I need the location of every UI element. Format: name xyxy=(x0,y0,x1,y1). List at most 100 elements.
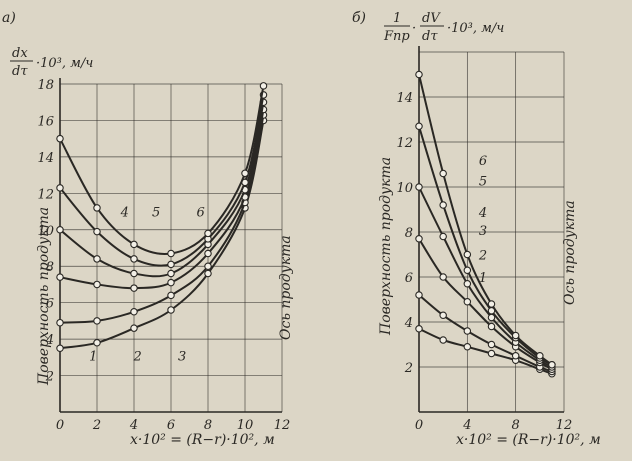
panel-b-series-2-point xyxy=(463,327,472,335)
panel-b-curve-label-5: 5 xyxy=(479,174,487,189)
panel-a-series-2-point xyxy=(130,308,138,316)
panel-a-xtick-label: 0 xyxy=(56,418,64,433)
panel-b-series-3-point xyxy=(487,322,496,331)
panel-a-series-1-point xyxy=(167,306,175,314)
panel-b-series-6-point xyxy=(463,250,472,259)
panel-b-ytick-label: 10 xyxy=(396,181,413,196)
panel-a-ytick-label: 14 xyxy=(37,151,54,166)
panel-a-ytick-label: 12 xyxy=(37,187,54,202)
panel-b-series-4-point xyxy=(463,279,472,288)
panel-b-ytick-label: 14 xyxy=(396,91,413,106)
panel-a-series-1-point xyxy=(56,344,64,352)
panel-a-curve-label-5: 5 xyxy=(152,206,160,221)
panel-b-series-6-point xyxy=(415,70,423,79)
panel-b-series-6-point xyxy=(548,360,556,369)
panel-a-curve-label-2: 2 xyxy=(133,350,142,365)
panel-b-series-3-point xyxy=(463,297,472,306)
panel-b-ytick-label: 6 xyxy=(405,271,413,286)
panel-b-series-4-point xyxy=(439,232,447,241)
panel-b-label: б) xyxy=(352,10,366,26)
panel-a-xtick-label: 8 xyxy=(204,418,212,433)
panel-a-ytick-label: 16 xyxy=(37,114,54,129)
panel-a-series-1-point xyxy=(204,269,212,278)
panel-b-ytick-label: 8 xyxy=(405,226,413,241)
panel-a-xtick-label: 2 xyxy=(92,418,101,433)
panel-a-ytick-label: 4 xyxy=(45,333,54,348)
panel-a-series-2-line xyxy=(59,114,265,324)
panel-b-series-1-point xyxy=(463,342,472,351)
panel-a-series-1-point xyxy=(130,324,138,332)
panel-a-xtick-label: 10 xyxy=(237,418,254,433)
panel-b-ylabel: 1 Fпр · dV dτ ·10³, м/ч xyxy=(383,11,504,44)
panel-b-series-1-point xyxy=(415,324,423,333)
panel-b-series-5-point xyxy=(439,201,447,209)
panel-a-ylabel: dx dτ ·10³, м/ч xyxy=(10,46,93,79)
panel-a-series-3-point xyxy=(204,249,212,258)
panel-b-curve-label-2: 2 xyxy=(478,249,487,264)
panel-b-series-4-point xyxy=(415,183,423,191)
panel-b-curve-label-4: 4 xyxy=(478,206,487,221)
panel-b-series-6-point xyxy=(487,300,496,308)
panel-a-series-5-point xyxy=(56,184,64,192)
panel-a-ytick-label: 18 xyxy=(37,78,54,93)
panel-a-label: а) xyxy=(2,10,16,26)
panel-b-series-5-point xyxy=(463,266,472,274)
panel-a-ytick-label: 6 xyxy=(46,297,54,312)
panel-b-xtick-label: 0 xyxy=(415,418,423,433)
panel-b-ytick-label: 2 xyxy=(404,361,413,376)
panel-a-xlabel: x·10² = (R−r)·10², м xyxy=(130,432,275,448)
panel-a-curve-label-6: 6 xyxy=(196,206,204,221)
panel-b-series-3-point xyxy=(439,273,447,281)
panel-b-curve-label-3: 3 xyxy=(479,224,487,239)
panel-a-series-3-point xyxy=(56,273,64,281)
panel-b-ytick-label: 4 xyxy=(404,316,413,331)
panel-a-series-4-point xyxy=(167,269,175,278)
panel-a-left-annotation: Поверхность продукта xyxy=(36,207,52,386)
panel-b-series-2-point xyxy=(487,340,496,349)
panel-a-curve-label-4: 4 xyxy=(120,206,129,221)
panel-b-xlabel: x·10² = (R−r)·10², м xyxy=(456,432,601,448)
panel-b-ylabel-num2: dV xyxy=(422,11,441,26)
panel-a-right-annotation: Ось продукта xyxy=(278,235,294,340)
panel-a-series-6-point xyxy=(93,204,101,212)
panel-a-series-2-point xyxy=(56,318,64,327)
panel-b-ylabel-den1: Fпр xyxy=(383,29,410,44)
panel-a-series-3-point xyxy=(167,278,175,287)
panel-b-series-5-point xyxy=(415,122,423,131)
panel-a-series-6-point xyxy=(130,240,138,249)
panel-a-series-6-point xyxy=(56,134,64,143)
panel-b-series-1-point xyxy=(487,349,496,358)
panel-a-series-2-point xyxy=(167,291,175,300)
panel-b-series-6-point xyxy=(536,351,544,360)
panel-a-series-1-point xyxy=(93,339,101,347)
panel-a-series-2-point xyxy=(204,262,212,270)
panel-a-curve-label-1: 1 xyxy=(89,350,97,365)
panel-b-ylabel-dot: · xyxy=(412,21,416,36)
panel-a-ylabel-den: dτ xyxy=(12,64,28,79)
panel-b-right-annotation: Ось продукта xyxy=(562,200,578,305)
panel-a-series-5-point xyxy=(93,227,101,236)
panel-a-ytick-label: 8 xyxy=(46,260,54,275)
panel-a-series-4-point xyxy=(93,255,101,263)
panel-b-ytick-label: 12 xyxy=(396,136,413,151)
panel-b-ylabel-num1: 1 xyxy=(393,11,401,26)
panel-a-series-4-point xyxy=(130,269,138,278)
panel-a-series-1-line xyxy=(59,120,265,350)
panel-a-series-3-point xyxy=(93,280,101,289)
panel-b-series-6-point xyxy=(439,169,447,178)
panel-b-plot: 0 4 8 12 2 4 6 8 10 12 14 6 5 4 3 2 1 xyxy=(396,46,572,433)
panel-a-series-6-point xyxy=(259,82,268,90)
panel-b-series-3-point xyxy=(415,235,423,243)
panel-a-series-6-point xyxy=(204,229,212,238)
panel-b-xtick-label: 12 xyxy=(556,418,573,433)
panel-a-series-4-point xyxy=(56,226,64,234)
panel-b-series-1-point xyxy=(439,336,447,344)
panel-b-series-2-point xyxy=(511,351,520,360)
panel-a-series-3-point xyxy=(130,284,138,292)
panel-b-ylabel-rest: ·10³, м/ч xyxy=(447,21,504,36)
panel-a-series-4-line xyxy=(59,101,265,278)
panel-a-ylabel-rest: ·10³, м/ч xyxy=(36,56,93,71)
panel-a-ytick-label: 2 xyxy=(45,370,54,385)
